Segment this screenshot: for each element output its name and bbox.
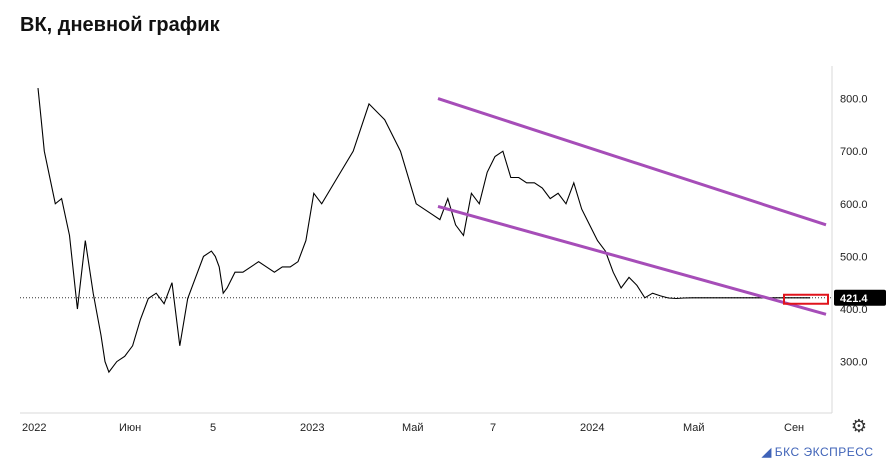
- brand-logo: ◢ БКС ЭКСПРЕСС: [762, 445, 874, 459]
- y-tick-label: 800.0: [840, 94, 868, 106]
- brand-text: БКС ЭКСПРЕСС: [774, 445, 874, 459]
- x-tick-label: Май: [683, 422, 705, 434]
- y-tick-label: 500.0: [840, 251, 868, 263]
- y-tick-label: 400.0: [840, 304, 868, 316]
- y-tick-label: 700.0: [840, 146, 868, 158]
- x-tick-label: Май: [402, 422, 424, 434]
- last-price-badge: 421.4: [834, 289, 886, 306]
- chart-title: ВК, дневной график: [20, 14, 220, 36]
- x-tick-label: 2024: [580, 422, 604, 434]
- x-tick-label: 7: [490, 422, 496, 434]
- channel-lines: [437, 97, 827, 316]
- x-axis-ticks: 2022 Июн 5 2023 Май 7 2024 Май Сен: [22, 422, 804, 434]
- y-tick-label: 300.0: [840, 357, 868, 369]
- price-series-group: [37, 88, 811, 374]
- x-tick-label: Июн: [119, 422, 141, 434]
- last-price-label: 421.4: [840, 293, 868, 305]
- x-tick-label: 5: [210, 422, 216, 434]
- lower-channel-line: [437, 204, 827, 316]
- price-target-marker: [783, 293, 829, 305]
- y-tick-label: 600.0: [840, 199, 868, 211]
- upper-channel-line: [437, 97, 827, 227]
- x-tick-label: Сен: [784, 422, 804, 434]
- price-line: [37, 88, 811, 374]
- gear-icon[interactable]: ⚙: [850, 416, 868, 436]
- x-tick-label: 2023: [300, 422, 324, 434]
- y-axis-ticks: 300.0 400.0 500.0 600.0 700.0 800.0: [840, 94, 868, 369]
- x-tick-label: 2022: [22, 422, 46, 434]
- bks-logo-icon: ◢: [762, 445, 772, 459]
